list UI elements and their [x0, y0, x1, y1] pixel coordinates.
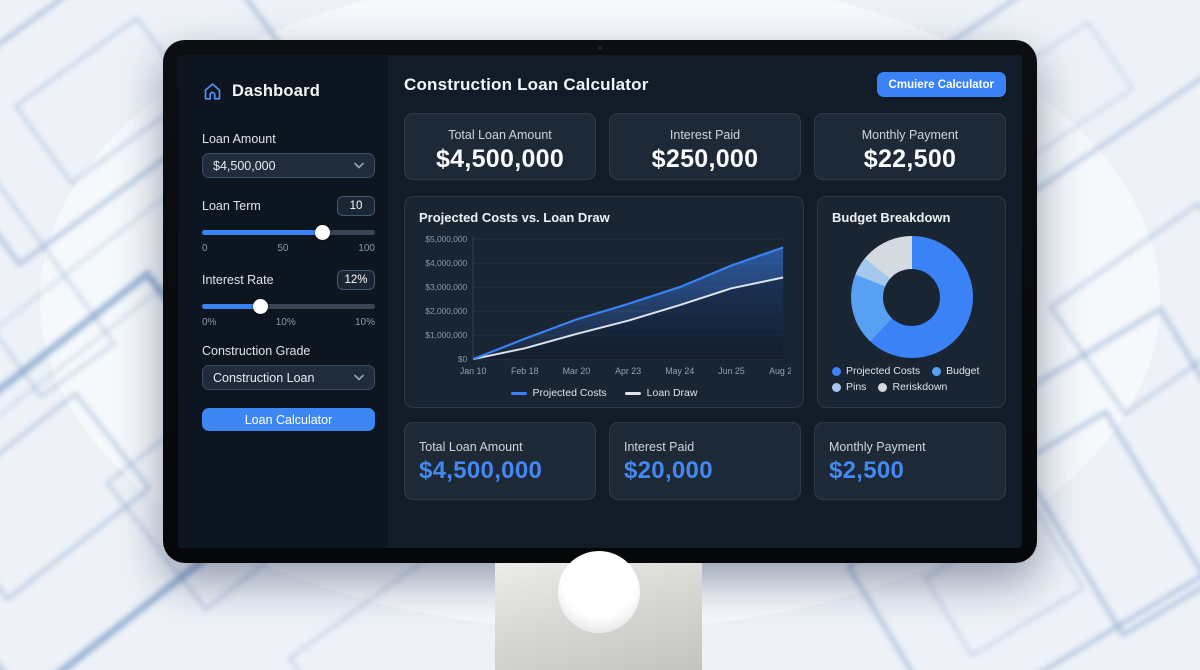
donut-hole: [883, 268, 940, 326]
svg-text:Feb 18: Feb 18: [511, 366, 539, 376]
stat-card-interest-paid-2: Interest Paid $20,000: [609, 422, 801, 500]
stat-label: Interest Paid: [669, 128, 741, 142]
stat-card-monthly-payment: Monthly Payment $22,500: [814, 113, 1006, 180]
svg-text:$3,000,000: $3,000,000: [425, 282, 467, 292]
stat-label: Monthly Payment: [861, 128, 959, 142]
legend-swatch: [624, 391, 641, 395]
line-chart-panel: Projected Costs vs. Loan Draw $0 $1,000,0…: [404, 196, 804, 408]
chevron-down-icon: [354, 374, 364, 381]
legend-swatch: [510, 391, 527, 395]
svg-text:Jun 25: Jun 25: [718, 366, 745, 376]
construction-grade-select[interactable]: Construction Loan: [202, 365, 375, 390]
stat-card-monthly-payment-2: Monthly Payment $2,500: [814, 422, 1006, 500]
loan-amount-label: Loan Amount: [202, 132, 276, 146]
brand: Dashboard: [202, 81, 375, 102]
stat-card-total-loan: Total Loan Amount $4,500,000: [404, 113, 596, 180]
scale-min: 0%: [202, 317, 217, 328]
donut-title: Budget Breakdown: [832, 210, 951, 225]
stat-card-total-loan-2: Total Loan Amount $4,500,000: [404, 422, 596, 500]
line-chart: $0 $1,000,000 $2,000,000 $3,000,000 $4,000,0…: [425, 234, 797, 376]
interest-rate-slider[interactable]: [202, 299, 375, 314]
stat-value: $22,500: [863, 145, 957, 173]
stat-value: $4,500,000: [435, 145, 565, 173]
slider-thumb[interactable]: [315, 225, 331, 240]
svg-text:Mar 20: Mar 20: [563, 366, 591, 376]
svg-text:$4,000,000: $4,000,000: [425, 258, 467, 268]
loan-calculator-button[interactable]: Loan Calculator: [202, 408, 375, 431]
stat-label: Total Loan Amount: [419, 440, 523, 454]
donut-panel: Budget Breakdown Projected Costs Budget Pi…: [817, 196, 1006, 408]
slider-fill: [202, 304, 261, 309]
top-stats-row: Total Loan Amount $4,500,000 Interest Pa…: [404, 113, 1006, 180]
scale-mid: 10%: [275, 317, 296, 328]
construction-grade-label: Construction Grade: [202, 344, 311, 358]
svg-text:Aug 29: Aug 29: [769, 366, 791, 376]
construction-grade-value: Construction Loan: [213, 370, 315, 385]
stat-label: Total Loan Amount: [448, 128, 552, 142]
bottom-stats-row: Total Loan Amount $4,500,000 Interest Pa…: [404, 422, 1006, 500]
legend-item: Projected Costs: [832, 365, 920, 377]
monitor-stand: [495, 551, 702, 670]
svg-text:May 24: May 24: [665, 366, 694, 376]
slider-fill: [202, 230, 324, 235]
stat-card-interest-paid: Interest Paid $250,000: [609, 113, 801, 180]
legend-item: Loan Draw: [624, 387, 697, 399]
interest-rate-scale: 0% 10% 10%: [202, 317, 375, 328]
header-action-button[interactable]: Cmuiere Calculator: [876, 72, 1006, 97]
stat-value: $2,500: [829, 457, 905, 484]
brand-label: Dashboard: [232, 82, 320, 100]
stand-mount-circle: [557, 551, 640, 633]
legend-item: Reriskdown: [878, 381, 947, 393]
legend-dot: [832, 366, 841, 376]
webcam-dot: [598, 46, 602, 50]
home-icon: [204, 83, 221, 100]
scale-max: 10%: [354, 317, 375, 328]
svg-text:Jan 10: Jan 10: [460, 366, 487, 376]
legend-dot: [878, 382, 888, 392]
loan-term-slider[interactable]: [202, 225, 375, 240]
loan-amount-select[interactable]: $4,500,000: [202, 153, 375, 178]
page-title: Construction Loan Calculator: [404, 74, 649, 94]
legend-dot: [932, 366, 942, 376]
donut-legend: Projected Costs Budget Pins Reriskdown: [830, 365, 993, 397]
stat-value: $250,000: [651, 145, 759, 173]
chevron-down-icon: [354, 162, 364, 169]
svg-text:$5,000,000: $5,000,000: [425, 234, 467, 244]
slider-thumb[interactable]: [252, 299, 268, 314]
svg-text:Apr 23: Apr 23: [615, 366, 641, 376]
slider-track: [202, 304, 375, 309]
svg-text:$1,000,000: $1,000,000: [425, 330, 467, 340]
scale-max: 100: [358, 243, 375, 254]
loan-term-scale: 0 50 100: [202, 243, 375, 254]
loan-term-value[interactable]: 10: [337, 196, 375, 216]
sidebar: Dashboard Loan Amount $4,500,000 Loan Te…: [178, 55, 388, 548]
loan-term-label: Loan Term: [202, 199, 261, 213]
legend-dot: [832, 382, 841, 392]
stat-value: $4,500,000: [419, 457, 543, 484]
scale-mid: 50: [277, 243, 289, 254]
svg-text:$0: $0: [458, 354, 468, 364]
interest-rate-label: Interest Rate: [202, 273, 274, 287]
donut-chart: [850, 236, 973, 358]
legend-item: Projected Costs: [510, 387, 607, 399]
stat-label: Monthly Payment: [829, 440, 926, 454]
legend-item: Budget: [932, 365, 979, 377]
scale-min: 0: [202, 243, 208, 254]
legend-item: Pins: [832, 381, 866, 393]
stat-label: Interest Paid: [624, 440, 695, 454]
line-chart-legend: Projected Costs Loan Draw: [417, 387, 791, 399]
stat-value: $20,000: [624, 457, 713, 484]
app-screen: Dashboard Loan Amount $4,500,000 Loan Te…: [178, 55, 1022, 548]
main-content: Construction Loan Calculator Cmuiere Cal…: [388, 55, 1022, 548]
line-chart-title: Projected Costs vs. Loan Draw: [419, 210, 610, 225]
monitor-frame: Dashboard Loan Amount $4,500,000 Loan Te…: [163, 40, 1037, 563]
svg-text:$2,000,000: $2,000,000: [425, 306, 467, 316]
interest-rate-value[interactable]: 12%: [337, 270, 375, 290]
loan-amount-value: $4,500,000: [213, 158, 276, 173]
